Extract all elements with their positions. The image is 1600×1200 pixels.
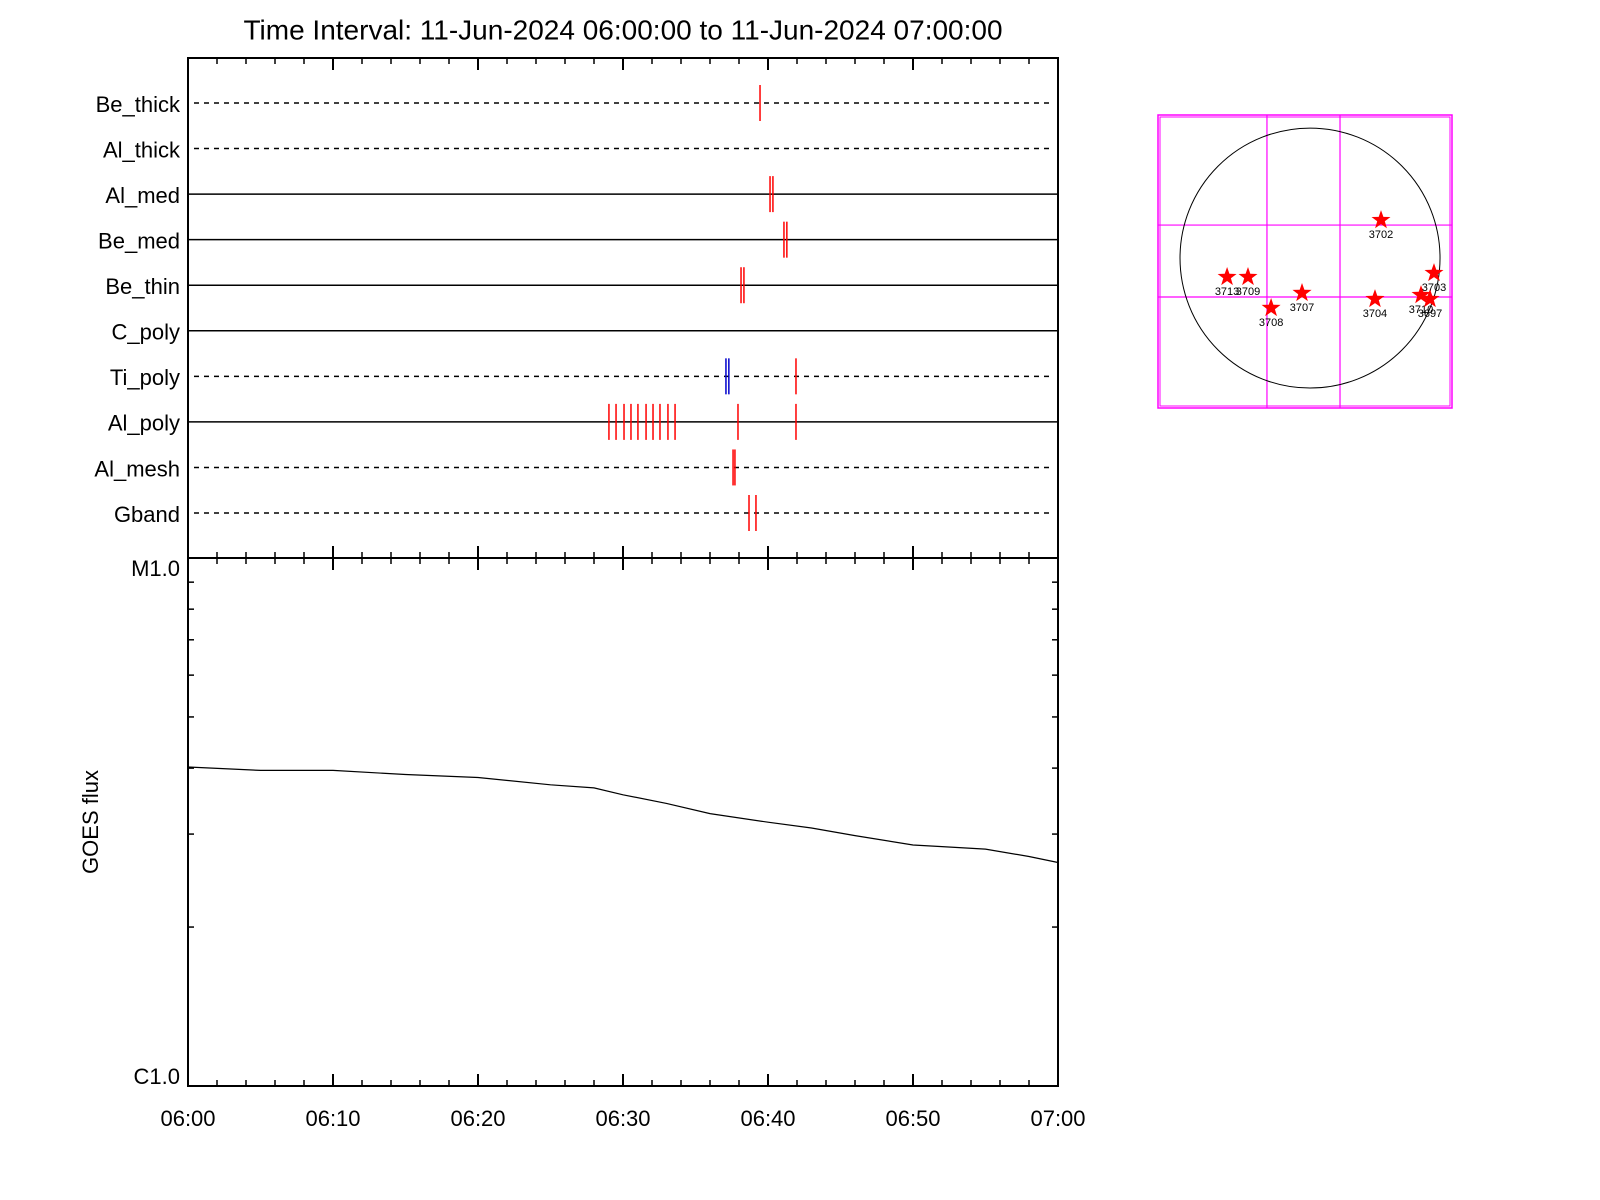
row-label: Al_mesh (94, 456, 180, 481)
row-label: Gband (114, 502, 180, 527)
region-label: 3708 (1259, 317, 1283, 329)
row-label: Al_thick (103, 137, 181, 162)
row-label: C_poly (112, 320, 180, 345)
x-tick-label: 06:50 (885, 1106, 940, 1131)
x-tick-label: 06:30 (595, 1106, 650, 1131)
region-label: 3710 (1409, 304, 1433, 316)
map-frame-inner (1159, 116, 1451, 407)
region-star (1420, 289, 1440, 308)
region-label: 3697 (1418, 308, 1442, 320)
region-star (1238, 267, 1258, 286)
y-tick-label: M1.0 (131, 556, 180, 581)
map-frame (1157, 114, 1453, 409)
row-label: Be_med (98, 228, 180, 253)
region-star (1365, 289, 1385, 308)
region-label: 3704 (1363, 308, 1387, 320)
row-label: Al_poly (108, 411, 180, 436)
title: Time Interval: 11-Jun-2024 06:00:00 to 1… (243, 14, 1002, 45)
region-label: 3713 (1215, 286, 1239, 298)
region-star (1292, 283, 1312, 302)
solar-limb (1179, 127, 1441, 389)
y-tick-label: C1.0 (134, 1064, 180, 1089)
flux-line (187, 766, 1059, 864)
x-tick-label: 06:40 (740, 1106, 795, 1131)
x-tick-label: 06:00 (160, 1106, 215, 1131)
region-star (1217, 267, 1237, 286)
row-label: Al_med (105, 183, 180, 208)
region-label: 3703 (1422, 282, 1446, 294)
region-star (1261, 298, 1281, 317)
region-star (1371, 210, 1391, 229)
y-axis-label: GOES flux (78, 770, 103, 874)
region-label: 3709 (1236, 286, 1260, 298)
region-label: 3707 (1290, 302, 1314, 314)
region-star (1424, 263, 1444, 282)
x-tick-label: 06:10 (305, 1106, 360, 1131)
row-label: Be_thin (105, 274, 180, 299)
x-tick-label: 06:20 (450, 1106, 505, 1131)
region-star (1411, 285, 1431, 304)
region-label: 3702 (1369, 229, 1393, 241)
row-label: Be_thick (96, 92, 181, 117)
row-label: Ti_poly (110, 365, 180, 390)
x-tick-label: 07:00 (1030, 1106, 1085, 1131)
